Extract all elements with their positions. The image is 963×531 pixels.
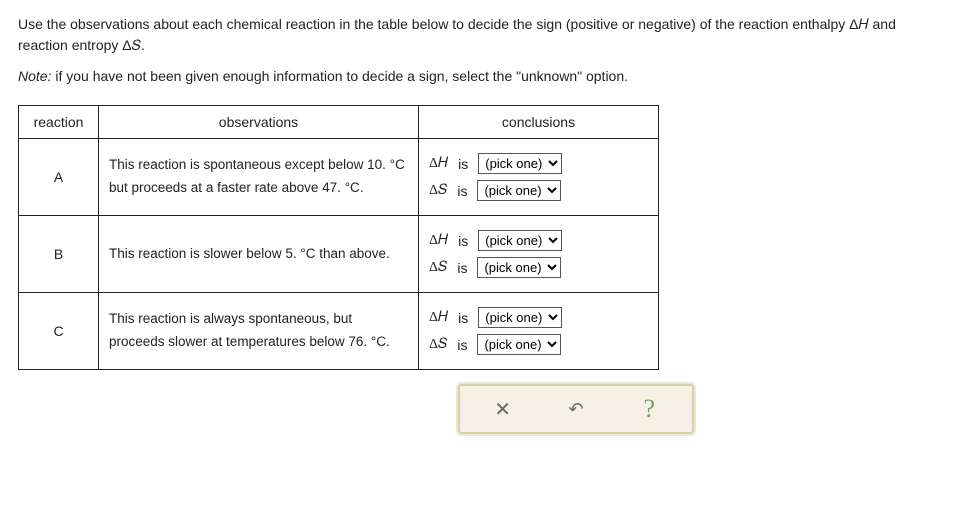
observation-c: This reaction is always spontaneous, but… xyxy=(99,293,419,370)
delta-s-label: Δ𝑆 xyxy=(429,260,447,276)
delta-h-label: Δ𝐻 xyxy=(429,310,448,326)
header-conclusions: conclusions xyxy=(419,106,659,139)
delta-h-select-c[interactable]: (pick one) xyxy=(478,307,562,328)
delta-h-label: Δ𝐻 xyxy=(429,156,448,172)
observation-a: This reaction is spontaneous except belo… xyxy=(99,139,419,216)
reaction-label-b: B xyxy=(19,216,99,293)
is-label: is xyxy=(457,337,467,353)
delta-h-select-b[interactable]: (pick one) xyxy=(478,230,562,251)
delta-s-label: Δ𝑆 xyxy=(429,337,447,353)
conclusions-a: Δ𝐻 is (pick one) Δ𝑆 is (pick one) xyxy=(419,139,659,216)
note-body: if you have not been given enough inform… xyxy=(51,68,628,84)
delta-s-select-a[interactable]: (pick one) xyxy=(477,180,561,201)
is-label: is xyxy=(458,310,468,326)
reset-icon[interactable]: ↶ xyxy=(556,399,596,420)
reaction-label-a: A xyxy=(19,139,99,216)
reaction-label-c: C xyxy=(19,293,99,370)
instructions-text: Use the observations about each chemical… xyxy=(18,14,945,56)
conclusions-c: Δ𝐻 is (pick one) Δ𝑆 is (pick one) xyxy=(419,293,659,370)
table-row: C This reaction is always spontaneous, b… xyxy=(19,293,659,370)
note-text: Note: if you have not been given enough … xyxy=(18,66,945,87)
delta-s-select-b[interactable]: (pick one) xyxy=(477,257,561,278)
reactions-table: reaction observations conclusions A This… xyxy=(18,105,659,370)
is-label: is xyxy=(457,183,467,199)
is-label: is xyxy=(458,233,468,249)
header-reaction: reaction xyxy=(19,106,99,139)
help-icon[interactable]: ? xyxy=(629,394,669,424)
delta-s-select-c[interactable]: (pick one) xyxy=(477,334,561,355)
delta-h-select-a[interactable]: (pick one) xyxy=(478,153,562,174)
is-label: is xyxy=(457,260,467,276)
conclusions-b: Δ𝐻 is (pick one) Δ𝑆 is (pick one) xyxy=(419,216,659,293)
delta-h-label: Δ𝐻 xyxy=(429,233,448,249)
is-label: is xyxy=(458,156,468,172)
observation-b: This reaction is slower below 5. °C than… xyxy=(99,216,419,293)
action-bar: ✕ ↶ ? xyxy=(458,384,694,434)
close-icon[interactable]: ✕ xyxy=(483,397,523,422)
delta-s-label: Δ𝑆 xyxy=(429,183,447,199)
note-prefix: Note: xyxy=(18,68,51,84)
table-row: A This reaction is spontaneous except be… xyxy=(19,139,659,216)
table-row: B This reaction is slower below 5. °C th… xyxy=(19,216,659,293)
header-observations: observations xyxy=(99,106,419,139)
